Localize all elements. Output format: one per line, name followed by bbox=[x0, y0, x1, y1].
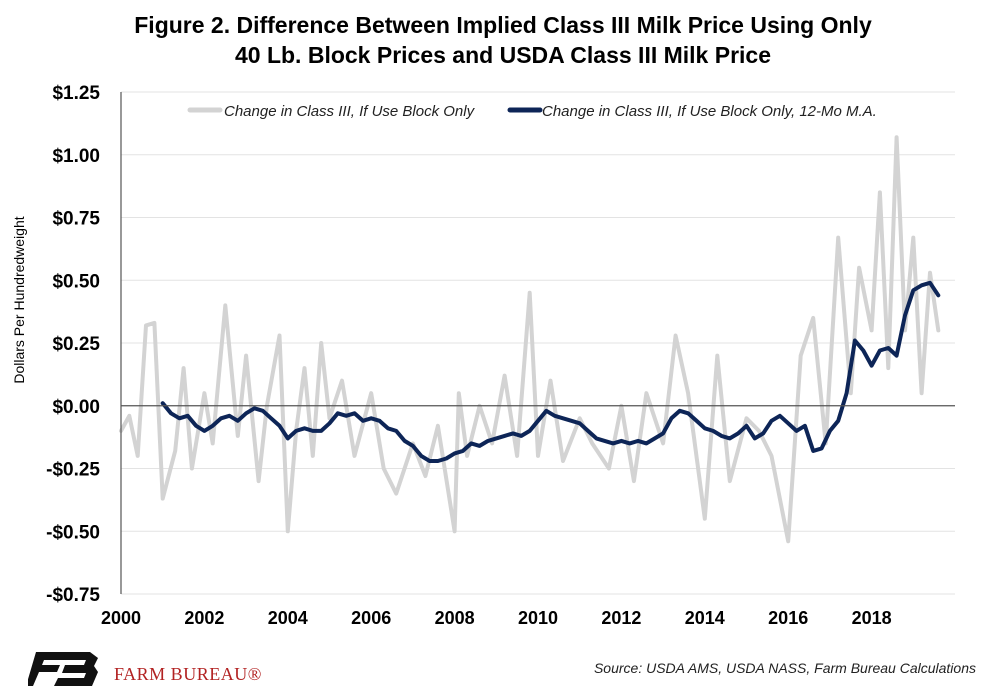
y-axis-label: Dollars Per Hundredweight bbox=[11, 216, 27, 383]
y-tick-label: $1.25 bbox=[52, 83, 100, 104]
chart-title: Figure 2. Difference Between Implied Cla… bbox=[0, 10, 1006, 70]
source-note: Source: USDA AMS, USDA NASS, Farm Bureau… bbox=[593, 660, 976, 676]
farm-bureau-logo-icon bbox=[28, 652, 98, 686]
x-tick-label: 2016 bbox=[768, 608, 808, 628]
x-tick-label: 2008 bbox=[435, 608, 475, 628]
x-tick-label: 2004 bbox=[268, 608, 308, 628]
legend-label: Change in Class III, If Use Block Only, … bbox=[542, 103, 877, 120]
tick-labels: -$0.75 -$0.50 -$0.25 $0.00 $0.25 $0.50 $0.75 $1… bbox=[46, 83, 891, 628]
x-tick-label: 2014 bbox=[685, 608, 725, 628]
y-tick-label: $1.00 bbox=[52, 146, 100, 167]
legend: Change in Class III, If Use Block Only Ch… bbox=[187, 103, 877, 120]
x-tick-label: 2006 bbox=[351, 608, 391, 628]
series-line-12mo-ma bbox=[160, 280, 941, 463]
x-tick-label: 2010 bbox=[518, 608, 558, 628]
x-tick-label: 2018 bbox=[852, 608, 892, 628]
line-chart: -$0.75 -$0.50 -$0.25 $0.00 $0.25 $0.50 $0.75 $1… bbox=[11, 83, 955, 628]
y-tick-label: $0.00 bbox=[52, 397, 100, 418]
y-tick-label: -$0.50 bbox=[46, 522, 100, 543]
series-layer bbox=[119, 135, 941, 544]
x-tick-label: 2002 bbox=[184, 608, 224, 628]
chart-title-line-1: Figure 2. Difference Between Implied Cla… bbox=[134, 12, 872, 38]
x-tick-label: 2012 bbox=[601, 608, 641, 628]
x-tick-label: 2000 bbox=[101, 608, 141, 628]
y-tick-label: $0.25 bbox=[52, 334, 100, 355]
series-line-monthly bbox=[119, 135, 941, 544]
y-tick-label: -$0.75 bbox=[46, 585, 100, 606]
axes bbox=[120, 92, 955, 594]
y-tick-label: $0.50 bbox=[52, 271, 100, 292]
y-tick-label: $0.75 bbox=[52, 209, 100, 230]
chart-title-line-2: 40 Lb. Block Prices and USDA Class III M… bbox=[234, 42, 772, 68]
brand-name: FARM BUREAU® bbox=[114, 664, 262, 684]
y-tick-label: -$0.25 bbox=[46, 460, 100, 481]
legend-label: Change in Class III, If Use Block Only bbox=[224, 103, 476, 120]
